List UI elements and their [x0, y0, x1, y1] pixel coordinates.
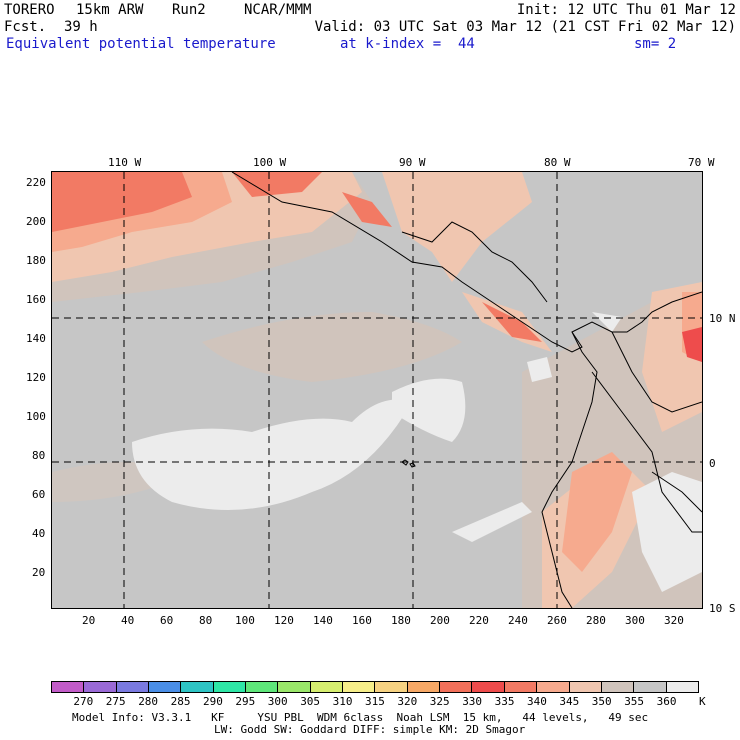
lon-label-70w: 70 W [688, 156, 715, 169]
colorbar-label: 345 [559, 695, 580, 708]
fcst-label: Fcst. [4, 19, 47, 35]
colorbar-swatch [601, 682, 635, 692]
valid-time: Valid: 03 UTC Sat 03 Mar 12 (21 CST Fri … [314, 19, 736, 35]
colorbar-swatch [246, 682, 279, 692]
physics-info: LW: Godd SW: Goddard DIFF: simple KM: 2D… [214, 723, 526, 736]
fcst-value: 39 h [64, 19, 98, 35]
colorbar-label: 285 [170, 695, 191, 708]
colorbar-swatch [149, 682, 182, 692]
lon-label-100w: 100 W [253, 156, 287, 169]
colorbar-label: 320 [397, 695, 418, 708]
colorbar-swatch [504, 682, 538, 692]
model-info: Model Info: V3.3.1 KF YSU PBL WDM 6class… [72, 711, 649, 724]
init-time: Init: 12 UTC Thu 01 Mar 12 [516, 2, 736, 18]
colorbar-swatch [84, 682, 117, 692]
colorbar-swatch [407, 682, 441, 692]
colorbar-unit: K [699, 695, 706, 708]
y-tick: 80 [32, 449, 46, 462]
colorbar-swatch [537, 682, 570, 692]
colorbar-swatch [52, 682, 85, 692]
colorbar-swatch [666, 682, 698, 692]
run-label: Run2 [172, 2, 206, 18]
colorbar-swatch [440, 682, 473, 692]
level-label: at k-index = 44 [340, 36, 475, 52]
lon-label-110w: 110 W [108, 156, 142, 169]
x-tick: 20 [82, 614, 96, 627]
colorbar-label: 305 [300, 695, 321, 708]
colorbar-swatch [181, 682, 214, 692]
model-name: TORERO [4, 2, 55, 18]
y-tick: 220 [26, 176, 46, 189]
map-panel [51, 171, 703, 609]
colorbar-label: 355 [624, 695, 645, 708]
lat-label-10s: 10 S [709, 602, 736, 615]
y-tick: 120 [26, 371, 46, 384]
colorbar-label: 325 [429, 695, 450, 708]
lat-label-0: 0 [709, 457, 716, 470]
colorbar [51, 681, 699, 693]
lat-label-10n: 10 N [709, 312, 736, 325]
y-tick: 200 [26, 215, 46, 228]
lon-label-90w: 90 W [399, 156, 426, 169]
colorbar-swatch [634, 682, 667, 692]
colorbar-label: 270 [73, 695, 94, 708]
colorbar-swatch [472, 682, 505, 692]
x-tick: 40 [121, 614, 135, 627]
smoothing-label: sm= 2 [634, 36, 677, 52]
colorbar-swatch [343, 682, 376, 692]
colorbar-label: 315 [365, 695, 385, 708]
colorbar-label: 350 [591, 695, 612, 708]
colorbar-label: 340 [527, 695, 547, 708]
y-tick: 60 [32, 488, 46, 501]
colorbar-swatch [375, 682, 408, 692]
colorbar-label: 330 [462, 695, 483, 708]
y-tick: 20 [32, 566, 46, 579]
x-tick: 280 [586, 614, 606, 627]
colorbar-swatch [310, 682, 344, 692]
x-tick: 320 [664, 614, 684, 627]
x-tick: 120 [274, 614, 294, 627]
colorbar-label: 290 [203, 695, 223, 708]
colorbar-swatch [213, 682, 247, 692]
x-tick: 260 [547, 614, 567, 627]
y-tick: 180 [26, 254, 46, 267]
colorbar-swatch [278, 682, 311, 692]
x-tick: 160 [352, 614, 372, 627]
colorbar-label: 360 [656, 695, 677, 708]
colorbar-label: 280 [138, 695, 159, 708]
x-tick: 180 [391, 614, 411, 627]
y-tick: 40 [32, 527, 46, 540]
x-tick: 140 [313, 614, 333, 627]
colorbar-label: 275 [105, 695, 126, 708]
colorbar-label: 295 [235, 695, 256, 708]
colorbar-label: 310 [332, 695, 353, 708]
x-tick: 80 [199, 614, 213, 627]
x-tick: 220 [469, 614, 489, 627]
x-tick: 300 [625, 614, 645, 627]
field-title: Equivalent potential temperature [6, 36, 276, 52]
x-tick: 60 [160, 614, 174, 627]
x-tick: 100 [235, 614, 255, 627]
colorbar-swatch [569, 682, 602, 692]
org-label: NCAR/MMM [244, 2, 312, 18]
x-tick: 240 [508, 614, 528, 627]
x-tick: 200 [430, 614, 450, 627]
colorbar-label: 335 [494, 695, 515, 708]
colorbar-swatch [116, 682, 150, 692]
y-tick: 100 [26, 410, 46, 423]
theta-e-field [52, 172, 702, 608]
y-tick: 140 [26, 332, 46, 345]
model-resolution: 15km ARW [76, 2, 144, 18]
y-tick: 160 [26, 293, 46, 306]
lon-label-80w: 80 W [544, 156, 571, 169]
colorbar-label: 300 [267, 695, 288, 708]
